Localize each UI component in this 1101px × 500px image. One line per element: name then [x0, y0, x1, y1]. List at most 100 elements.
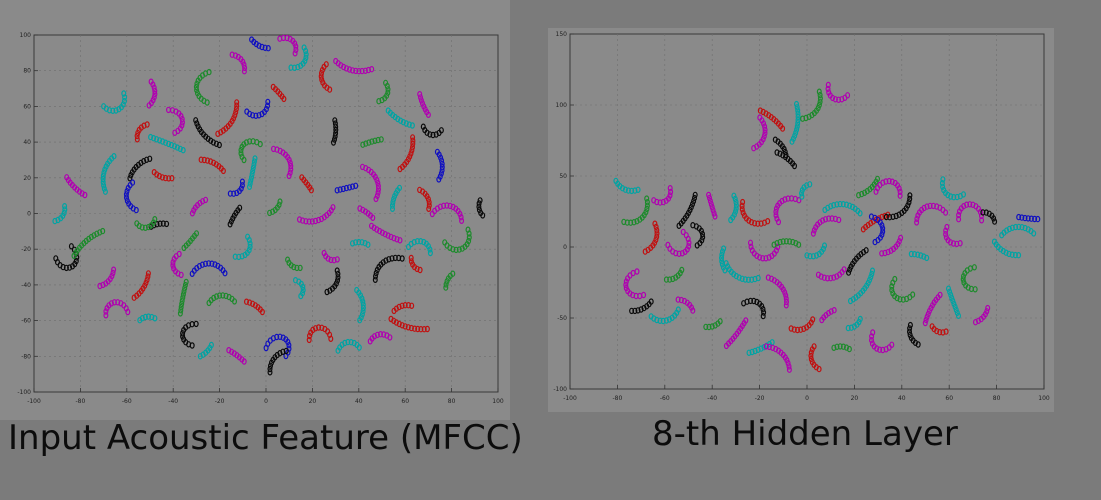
- data-point: [723, 342, 729, 350]
- data-point: [426, 199, 432, 206]
- left-scatter-plot: -100 -80 -60 -40 -20 0 20 40 60 80 100 100 80 60 40 20 0…: [0, 0, 510, 420]
- data-point: [760, 312, 766, 320]
- data-point: [644, 198, 650, 206]
- data-point: [319, 66, 325, 74]
- data-point: [124, 187, 130, 195]
- data-cluster: [166, 106, 186, 136]
- data-point: [788, 325, 794, 332]
- data-cluster: [706, 191, 718, 220]
- x-tick-label: -60: [122, 398, 132, 405]
- data-point: [746, 217, 752, 224]
- data-point: [939, 179, 945, 187]
- data-point: [719, 257, 725, 265]
- data-point: [334, 256, 340, 263]
- data-point: [265, 102, 271, 109]
- data-cluster: [360, 136, 384, 148]
- data-point: [397, 165, 403, 173]
- y-tick-label: -80: [21, 353, 31, 360]
- data-point: [347, 66, 353, 73]
- data-point: [748, 239, 754, 246]
- data-cluster: [52, 202, 68, 225]
- data-point: [638, 306, 644, 313]
- data-point: [758, 345, 764, 352]
- data-cluster: [215, 99, 240, 137]
- data-point: [856, 191, 862, 199]
- data-point: [308, 329, 314, 336]
- data-point: [914, 219, 920, 226]
- data-cluster: [397, 134, 416, 173]
- data-point: [424, 325, 430, 333]
- data-cluster: [297, 204, 336, 225]
- data-point: [204, 99, 210, 106]
- data-point: [246, 236, 252, 244]
- data-point: [707, 194, 713, 202]
- data-point: [795, 120, 801, 127]
- data-point: [122, 94, 128, 101]
- data-point: [637, 216, 643, 223]
- data-point: [707, 197, 713, 205]
- data-point: [476, 200, 482, 207]
- data-cluster: [703, 318, 723, 331]
- data-point: [408, 254, 414, 262]
- data-point: [390, 205, 396, 212]
- data-point: [134, 136, 140, 143]
- data-point: [178, 303, 184, 311]
- data-point: [783, 302, 789, 309]
- data-cluster: [771, 238, 802, 248]
- data-cluster: [244, 98, 271, 120]
- data-point: [226, 347, 232, 354]
- data-point: [890, 279, 896, 286]
- data-point: [178, 271, 184, 279]
- data-point: [635, 307, 641, 314]
- data-cluster: [651, 184, 674, 206]
- data-point: [248, 177, 254, 184]
- data-cluster: [856, 175, 881, 199]
- data-point: [897, 192, 903, 199]
- data-point: [784, 298, 790, 306]
- data-point: [146, 313, 152, 320]
- data-point: [851, 323, 857, 330]
- data-point: [736, 274, 742, 281]
- data-point: [394, 236, 400, 243]
- data-cluster: [226, 347, 247, 365]
- data-cluster: [369, 222, 403, 244]
- data-point: [232, 253, 238, 260]
- data-point: [665, 241, 671, 249]
- data-point: [324, 288, 330, 296]
- data-point: [390, 202, 396, 209]
- data-point: [780, 152, 786, 159]
- data-point: [777, 150, 783, 157]
- data-point: [439, 163, 445, 171]
- data-cluster: [723, 260, 761, 283]
- data-point: [733, 202, 739, 209]
- data-point: [622, 186, 628, 193]
- data-cluster: [429, 202, 465, 224]
- data-point: [728, 216, 734, 224]
- data-cluster: [417, 90, 431, 119]
- y-tick-label: 50: [559, 173, 567, 180]
- data-point: [227, 221, 233, 228]
- data-point: [847, 202, 853, 209]
- data-point: [923, 316, 929, 324]
- data-cluster: [665, 228, 692, 257]
- data-point: [644, 202, 650, 209]
- data-point: [378, 331, 384, 338]
- data-point: [170, 259, 176, 266]
- data-point: [170, 262, 176, 269]
- data-cluster: [198, 156, 226, 175]
- data-point: [252, 155, 258, 162]
- data-point: [943, 230, 949, 238]
- data-point: [888, 247, 894, 254]
- data-cluster: [663, 266, 685, 283]
- data-point: [1016, 251, 1022, 259]
- data-point: [348, 339, 354, 346]
- data-point: [740, 198, 746, 206]
- data-point: [442, 239, 448, 246]
- data-point: [357, 205, 363, 212]
- data-point: [291, 263, 297, 271]
- data-point: [178, 307, 184, 314]
- data-point: [410, 134, 416, 141]
- x-tick-label: -60: [660, 395, 670, 402]
- data-cluster: [723, 317, 749, 350]
- data-point: [762, 123, 768, 130]
